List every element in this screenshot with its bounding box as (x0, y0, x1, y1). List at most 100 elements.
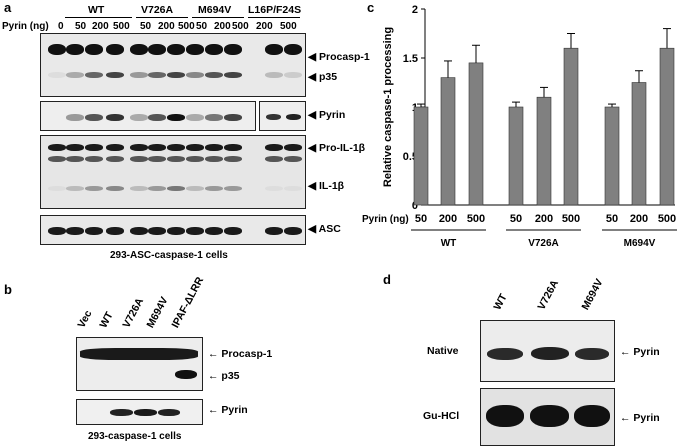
blot-band (167, 72, 185, 78)
label-b-pyrin: ← Pyrin (208, 404, 248, 416)
blot-a-il1b (40, 135, 306, 209)
blot-a-pyrin-mutant (259, 101, 306, 131)
x-tick-label: 200 (439, 213, 457, 225)
blot-band (48, 227, 66, 235)
label-il-1b: ◀ IL-1β (308, 180, 345, 192)
label-d-pyrin-native: ← Pyrin (620, 346, 660, 358)
blot-band (85, 144, 103, 151)
panel-b-lane-label: V726A (120, 296, 147, 330)
blot-band (284, 144, 302, 151)
group-label-m694v: M694V (198, 4, 232, 16)
blot-band (265, 44, 283, 55)
x-tick-label: 500 (658, 213, 676, 225)
x-tick-label: 50 (606, 213, 618, 225)
blot-band (148, 156, 166, 162)
dose-row-label: Pyrin (ng) (2, 21, 49, 32)
panel-b-letter: b (4, 282, 12, 297)
dose-label: 500 (178, 21, 195, 32)
bar (563, 47, 579, 206)
blot-band (167, 156, 185, 162)
label-procasp-1: ◀ Procasp-1 (308, 51, 370, 63)
blot-band (265, 186, 283, 191)
bar (508, 106, 524, 206)
dose-label: 200 (214, 21, 231, 32)
group-line-v726a (136, 17, 188, 18)
y-tick-label: 1.5 (403, 53, 418, 65)
label-d-pyrin-guhcl: ← Pyrin (620, 412, 660, 424)
group-line-m694v (192, 17, 244, 18)
blot-band (167, 144, 185, 151)
blot-band (106, 186, 124, 191)
dose-label: 200 (256, 21, 273, 32)
blot-band (85, 44, 103, 55)
y-tick-label: 2 (412, 4, 418, 16)
blot-band (186, 227, 204, 235)
panel-a-letter: a (4, 0, 12, 15)
panel-b-lane-label: M694V (144, 294, 171, 330)
label-b-procasp-1: ← Procasp-1 (208, 348, 273, 360)
blot-band (48, 156, 66, 162)
blot-band (224, 186, 242, 191)
panel-d-lane-label: V726A (535, 278, 562, 312)
panel-c-letter: c (367, 0, 375, 15)
blot-band (48, 144, 66, 151)
x-tick-label: 500 (562, 213, 580, 225)
blot-b-procasp (76, 337, 203, 391)
dose-label: 0 (58, 21, 64, 32)
blot-band (106, 156, 124, 162)
dose-label: 50 (140, 21, 152, 32)
blot-band (106, 144, 124, 151)
panel-b-lane-label: Vec (75, 308, 95, 330)
blot-d-native (480, 320, 615, 382)
row-label-guhcl: Gu-HCl (423, 410, 460, 422)
caption-b: 293-caspase-1 cells (88, 431, 182, 442)
label-b-p35: ← p35 (208, 370, 240, 382)
bar (536, 96, 552, 206)
x-row-label: Pyrin (ng) (362, 214, 409, 225)
blot-band (66, 44, 84, 55)
row-label-native: Native (427, 345, 459, 357)
blot-band (205, 227, 223, 235)
caption-a: 293-ASC-caspase-1 cells (110, 250, 228, 261)
blot-b-pyrin (76, 399, 203, 425)
blot-band (284, 72, 302, 78)
group-line-wt (65, 17, 132, 18)
blot-band (66, 186, 84, 191)
label-asc: ◀ ASC (308, 223, 341, 235)
y-tick-label: 0 (412, 200, 418, 212)
blot-band (48, 44, 66, 55)
blot-band (48, 114, 66, 121)
blot-d-guhcl (480, 388, 615, 446)
panel-d-lane-label: M694V (579, 276, 606, 312)
label-p35: ◀ p35 (308, 71, 338, 83)
blot-band (205, 186, 223, 191)
panel-b-lane-label: IPAF-ΔLRR (169, 275, 207, 330)
blot-band (284, 44, 302, 55)
blot-band (66, 114, 84, 121)
blot-a-procasp (40, 33, 306, 97)
blot-band (205, 44, 223, 55)
blot-band (106, 44, 124, 55)
blot-band (106, 227, 124, 235)
blot-band (85, 114, 103, 121)
blot-band (265, 144, 283, 151)
blot-band (148, 144, 166, 151)
blot-band (106, 72, 124, 78)
blot-band (66, 72, 84, 78)
dose-label: 500 (232, 21, 249, 32)
bar (440, 77, 456, 206)
blot-band (224, 227, 242, 235)
blot-band (265, 156, 283, 162)
blot-band (186, 144, 204, 151)
blot-band (130, 114, 148, 121)
blot-band (265, 227, 283, 235)
blot-band (284, 227, 302, 235)
blot-band (167, 114, 185, 121)
blot-band (224, 72, 242, 78)
blot-band (224, 144, 242, 151)
blot-band (224, 114, 242, 121)
blot-band (130, 44, 148, 55)
group-label: M694V (624, 238, 656, 249)
blot-band (66, 227, 84, 235)
bar (468, 62, 484, 206)
